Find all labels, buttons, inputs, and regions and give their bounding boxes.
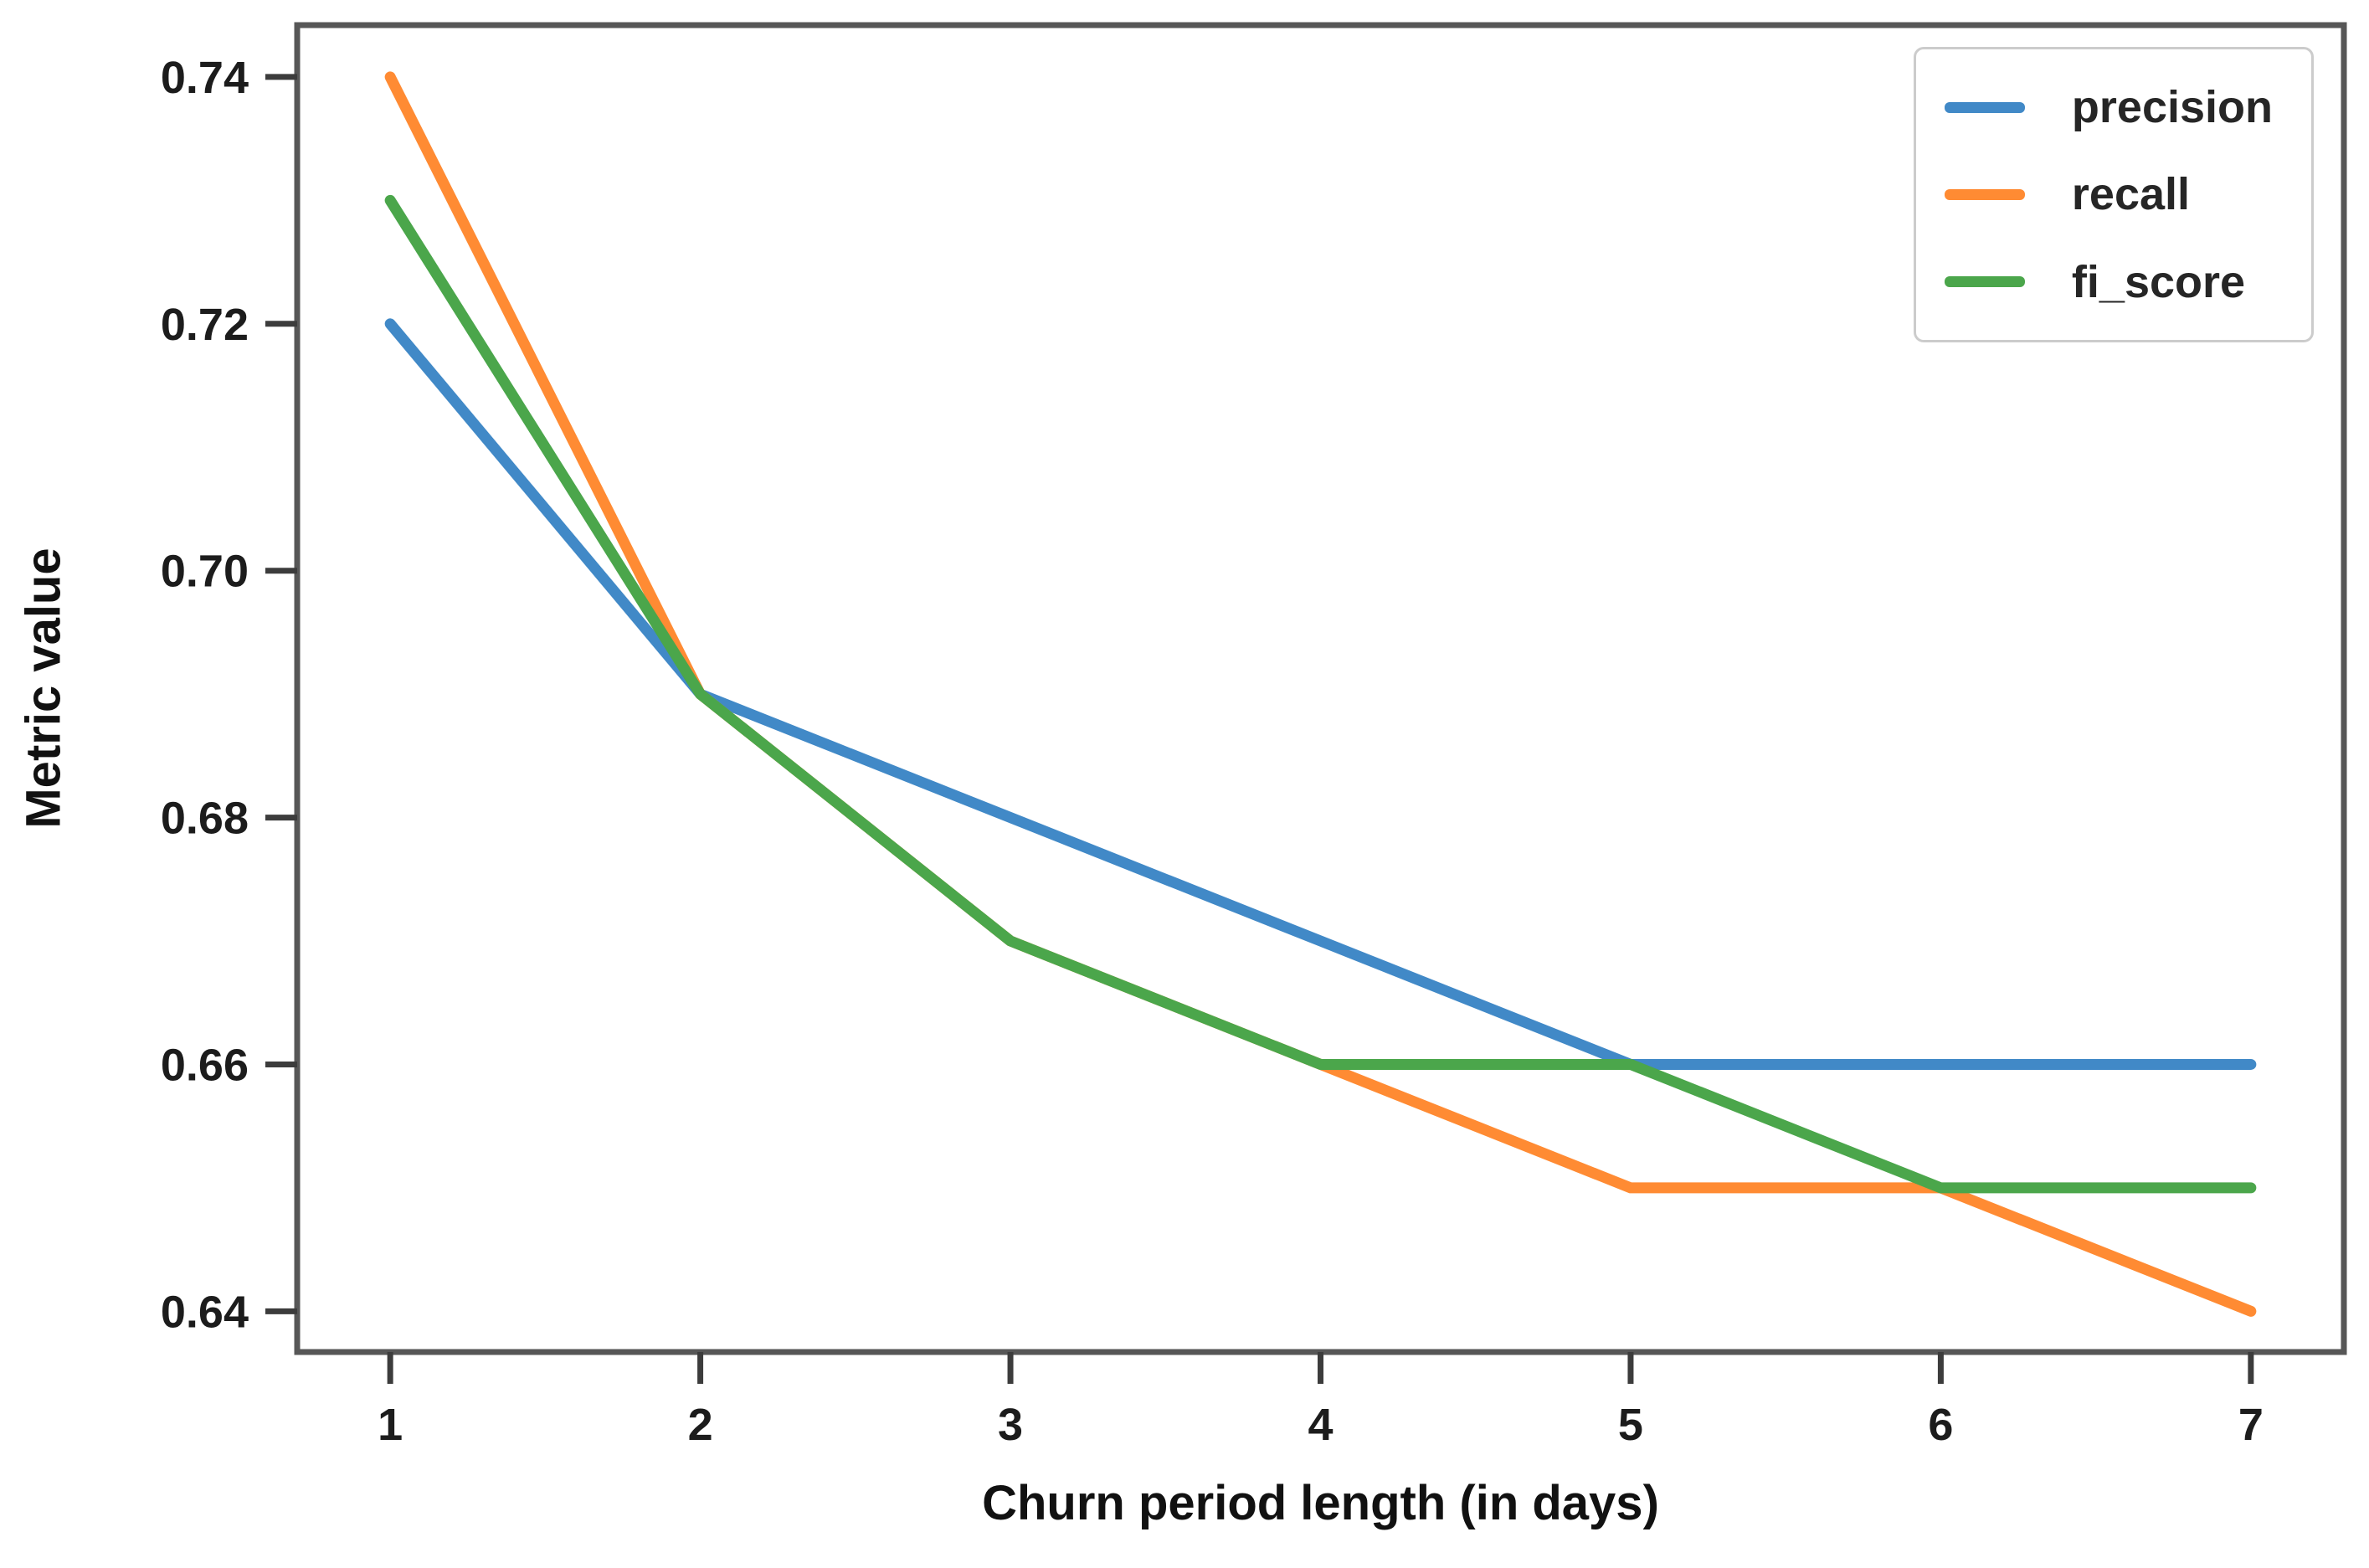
y-tick-label-0.64: 0.64 (161, 1287, 249, 1337)
y-tick-label-0.66: 0.66 (161, 1040, 249, 1090)
x-axis-title: Churn period length (in days) (982, 1476, 1659, 1530)
legend-item-fi-score: fi_score (1944, 249, 2273, 315)
precision-line-swatch (1944, 101, 2025, 113)
legend-label-precision: precision (2071, 82, 2273, 132)
x-tick-label-5: 5 (1618, 1400, 1643, 1450)
recall-line-swatch (1944, 188, 2025, 200)
x-tick-label-4: 4 (1308, 1400, 1333, 1450)
legend-label-recall: recall (2071, 169, 2191, 220)
x-tick-label-7: 7 (2238, 1400, 2264, 1450)
y-axis-title: Metric value (16, 548, 71, 829)
series-line-precision (384, 318, 2257, 1070)
y-tick-label-0.70: 0.70 (161, 547, 249, 597)
x-tick-label-3: 3 (998, 1400, 1023, 1450)
fi-score-line-swatch (1944, 276, 2025, 288)
legend-label-fi-score: fi_score (2071, 256, 2246, 307)
legend-item-precision: precision (1944, 75, 2273, 140)
legend: precision recall fi_score (1913, 47, 2314, 342)
series-lines (384, 71, 2257, 1317)
x-tick-label-2: 2 (688, 1400, 713, 1450)
series-line-fi_score (384, 194, 2257, 1194)
axis-tick-labels: 1 2 3 4 5 6 7 0.64 0.66 0.68 0.70 0.72 0.74 (161, 53, 2264, 1450)
x-tick-label-6: 6 (1928, 1400, 1953, 1450)
y-tick-label-0.74: 0.74 (161, 53, 249, 103)
x-tick-label-1: 1 (378, 1400, 403, 1450)
y-tick-label-0.72: 0.72 (161, 300, 249, 350)
legend-item-recall: recall (1944, 162, 2273, 227)
axis-ticks (265, 74, 2254, 1384)
y-tick-label-0.68: 0.68 (161, 794, 249, 844)
